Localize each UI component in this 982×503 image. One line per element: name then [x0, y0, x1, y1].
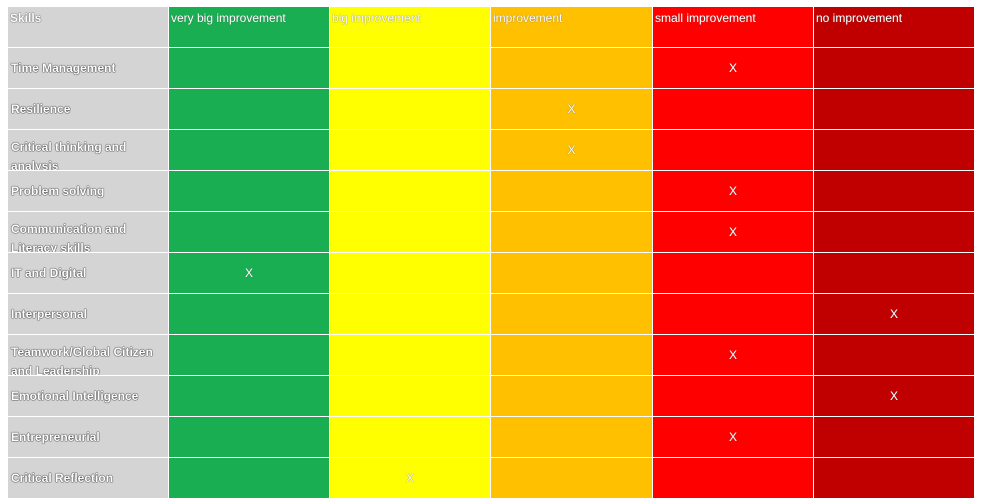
rating-cell	[814, 335, 974, 375]
header-very-big-improvement: very big improvement	[169, 7, 329, 47]
skill-label: Communication and Literacy skills	[8, 212, 168, 252]
rating-cell	[330, 171, 490, 211]
rating-cell: X	[330, 458, 490, 498]
skill-label: Resilience	[8, 89, 168, 129]
rating-cell: X	[491, 130, 652, 170]
rating-cell: X	[653, 212, 813, 252]
rating-cell	[330, 335, 490, 375]
rating-cell	[330, 48, 490, 88]
rating-cell	[814, 48, 974, 88]
rating-cell: X	[169, 253, 329, 293]
rating-cell	[814, 171, 974, 211]
rating-cell	[330, 89, 490, 129]
rating-cell	[330, 253, 490, 293]
rating-cell	[653, 253, 813, 293]
rating-cell	[169, 294, 329, 334]
skill-label: Teamwork/Global Citizen and Leadership	[8, 335, 168, 375]
skill-label: Emotional Intelligence	[8, 376, 168, 416]
rating-cell	[169, 130, 329, 170]
rating-cell	[169, 212, 329, 252]
rating-cell: X	[814, 376, 974, 416]
rating-cell	[653, 376, 813, 416]
rating-cell	[330, 417, 490, 457]
rating-cell	[169, 335, 329, 375]
rating-cell	[169, 171, 329, 211]
rating-cell	[491, 376, 652, 416]
rating-cell	[330, 376, 490, 416]
rating-cell: X	[814, 294, 974, 334]
header-no-improvement: no improvement	[814, 7, 974, 47]
rating-cell	[814, 253, 974, 293]
rating-cell	[814, 89, 974, 129]
rating-cell	[169, 376, 329, 416]
rating-cell	[814, 417, 974, 457]
rating-cell	[491, 212, 652, 252]
rating-cell	[330, 212, 490, 252]
rating-cell	[330, 130, 490, 170]
rating-cell	[169, 417, 329, 457]
rating-cell	[653, 294, 813, 334]
rating-cell	[330, 294, 490, 334]
skill-label: Entrepreneurial	[8, 417, 168, 457]
header-skills: Skills	[8, 7, 168, 47]
rating-cell	[491, 335, 652, 375]
skill-label: Critical thinking and analysis	[8, 130, 168, 170]
rating-cell	[169, 458, 329, 498]
rating-cell: X	[653, 171, 813, 211]
rating-cell	[814, 212, 974, 252]
skill-label: Critical Reflection	[8, 458, 168, 498]
rating-cell	[814, 458, 974, 498]
rating-cell	[491, 171, 652, 211]
header-big-improvement: big improvement	[330, 7, 490, 47]
rating-cell	[491, 417, 652, 457]
rating-cell: X	[653, 48, 813, 88]
header-small-improvement: small improvement	[653, 7, 813, 47]
rating-cell	[491, 253, 652, 293]
rating-cell	[169, 48, 329, 88]
header-improvement: improvement	[491, 7, 652, 47]
rating-cell: X	[653, 417, 813, 457]
skill-label: IT and Digital	[8, 253, 168, 293]
rating-cell	[491, 458, 652, 498]
rating-cell	[653, 130, 813, 170]
rating-cell	[653, 458, 813, 498]
rating-cell	[169, 89, 329, 129]
rating-cell	[491, 48, 652, 88]
rating-cell	[814, 130, 974, 170]
rating-cell: X	[653, 335, 813, 375]
skill-label: Time Management	[8, 48, 168, 88]
skill-label: Problem solving	[8, 171, 168, 211]
skill-label: Interpersonal	[8, 294, 168, 334]
rating-cell	[491, 294, 652, 334]
rating-cell: X	[491, 89, 652, 129]
skills-improvement-table: Skills very big improvement big improvem…	[8, 7, 974, 498]
rating-cell	[653, 89, 813, 129]
